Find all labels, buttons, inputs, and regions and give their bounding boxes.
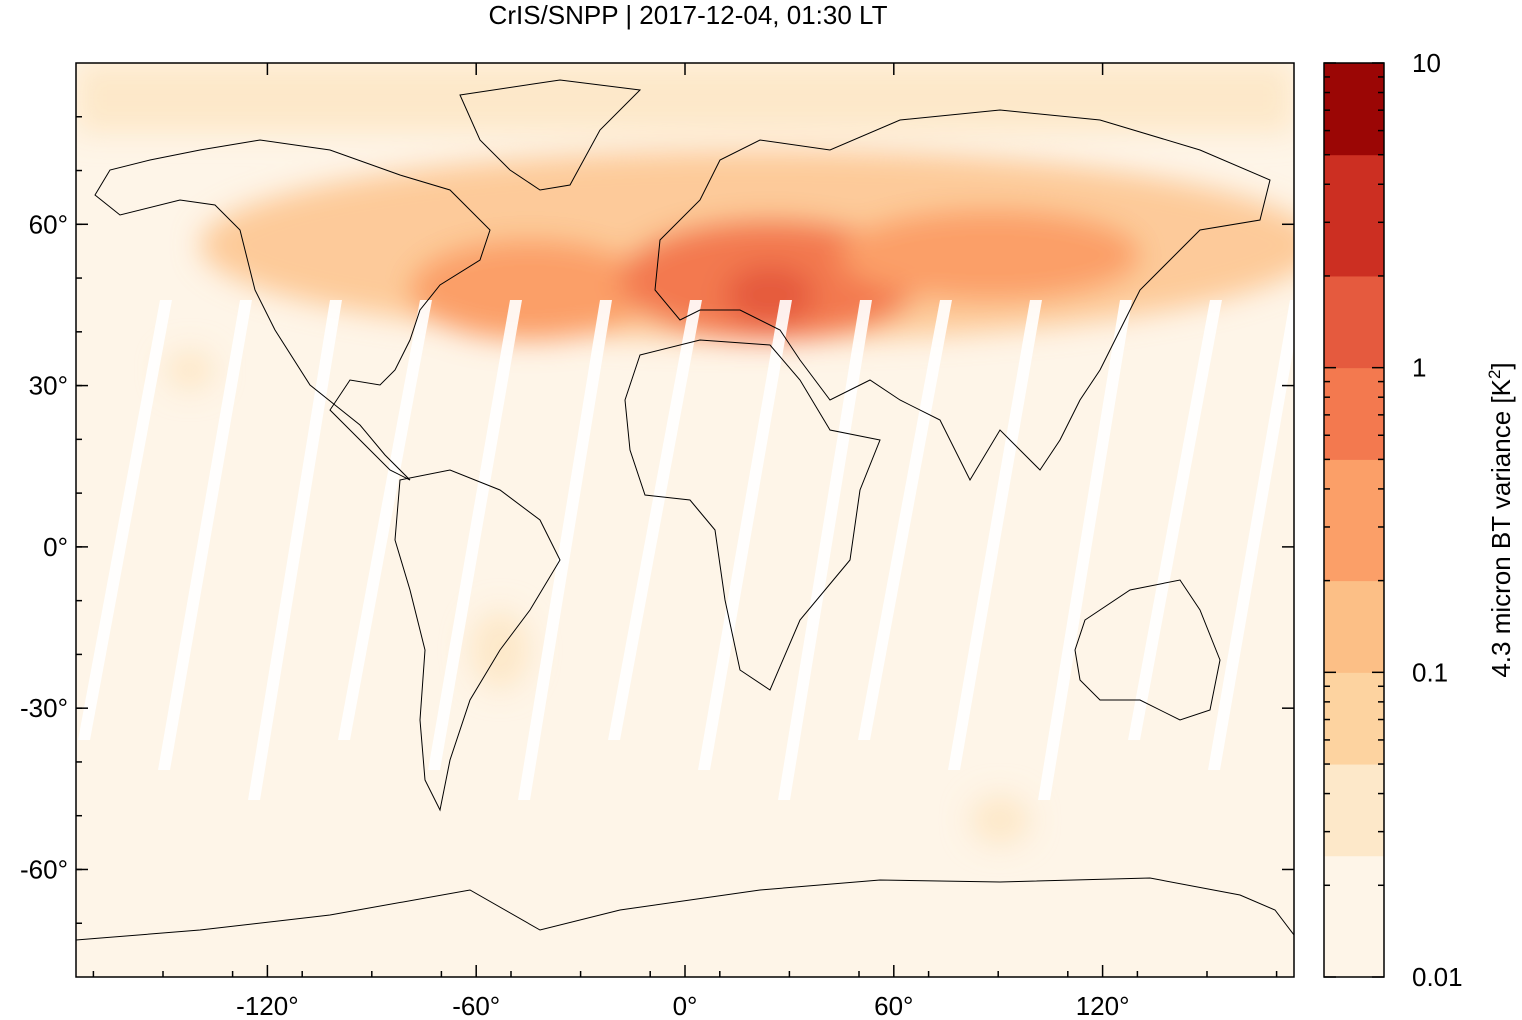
southern-patch-3 bbox=[970, 795, 1030, 845]
y-tick-label: -30° bbox=[20, 693, 68, 723]
orbit-gap-7 bbox=[698, 300, 792, 770]
y-tick-label: 60° bbox=[29, 209, 68, 239]
coast-australia bbox=[1074, 579, 1221, 721]
y-tick-label: 0° bbox=[43, 532, 68, 562]
orbit-gap-13 bbox=[1208, 300, 1294, 770]
colorbar-tick-label: 0.1 bbox=[1412, 657, 1448, 687]
coast-antarctica bbox=[76, 877, 1294, 941]
atlantic-high-zone bbox=[410, 240, 650, 340]
map-panel bbox=[76, 63, 1294, 977]
colorbar-level-7 bbox=[1324, 154, 1384, 277]
variance-field bbox=[76, 63, 1294, 845]
colorbar-tick-label: 1 bbox=[1412, 353, 1426, 383]
colorbar-level-6 bbox=[1324, 275, 1384, 369]
y-tick-label: 30° bbox=[29, 371, 68, 401]
coast-south-america bbox=[394, 469, 561, 812]
colorbar-level-8 bbox=[1324, 63, 1384, 156]
colorbar-level-5 bbox=[1324, 367, 1384, 460]
colorbar-tick-label: 0.01 bbox=[1412, 962, 1463, 992]
colorbar-level-0 bbox=[1324, 855, 1384, 978]
southern-patch-2 bbox=[165, 350, 215, 390]
colorbar-label: 4.3 micron BT variance [K2] bbox=[1485, 362, 1516, 677]
orbit-gap-0 bbox=[78, 300, 172, 740]
chart-title: CrIS/SNPP | 2017-12-04, 01:30 LT bbox=[489, 0, 888, 30]
coastlines bbox=[76, 79, 1294, 941]
x-tick-label: -60° bbox=[452, 991, 500, 1020]
colorbar-level-3 bbox=[1324, 580, 1384, 673]
balkan-peak bbox=[725, 265, 815, 325]
colorbar-level-1 bbox=[1324, 764, 1384, 857]
colorbar-level-4 bbox=[1324, 459, 1384, 582]
orbit-gap-10 bbox=[948, 300, 1042, 770]
colorbar-label-exp: 2 bbox=[1485, 370, 1504, 379]
coast-africa bbox=[624, 339, 881, 691]
colorbar-levels bbox=[1324, 63, 1384, 978]
orbit-gap-5 bbox=[518, 300, 612, 800]
coast-eurasia bbox=[654, 109, 1271, 482]
orbit-gap-2 bbox=[248, 300, 342, 800]
orbit-gap-1 bbox=[158, 300, 252, 770]
orbit-gap-11 bbox=[1038, 300, 1132, 800]
coast-north-america bbox=[94, 139, 491, 481]
colorbar-tick-label: 10 bbox=[1412, 48, 1441, 78]
asia-high-zone bbox=[840, 210, 1140, 300]
colorbar-label-main: 4.3 micron BT variance [K bbox=[1486, 378, 1516, 677]
orbit-gap-9 bbox=[858, 300, 952, 740]
colorbar: 10 1 0.1 0.01 4.3 micron BT variance [K2] bbox=[1323, 48, 1516, 992]
orbit-gap-8 bbox=[778, 300, 872, 800]
orbit-gap-12 bbox=[1128, 300, 1222, 740]
map-ticks: -120° -60° 0° 60° 120° 60° 30° 0° -30° -60° bbox=[20, 63, 1294, 1020]
x-tick-label: 120° bbox=[1076, 991, 1130, 1020]
coast-greenland bbox=[459, 79, 642, 191]
orbit-gaps bbox=[78, 300, 1294, 800]
x-tick-label: 60° bbox=[874, 991, 913, 1020]
orbit-gap-6 bbox=[608, 300, 702, 740]
orbit-gap-3 bbox=[338, 300, 432, 740]
x-tick-label: 0° bbox=[673, 991, 698, 1020]
colorbar-ticks: 10 1 0.1 0.01 bbox=[1324, 48, 1463, 992]
colorbar-label-close: ] bbox=[1486, 362, 1516, 369]
colorbar-frame bbox=[1323, 62, 1385, 978]
x-tick-label: -120° bbox=[236, 991, 298, 1020]
orbit-gap-4 bbox=[428, 300, 522, 770]
y-tick-label: -60° bbox=[20, 854, 68, 884]
colorbar-level-2 bbox=[1324, 672, 1384, 765]
